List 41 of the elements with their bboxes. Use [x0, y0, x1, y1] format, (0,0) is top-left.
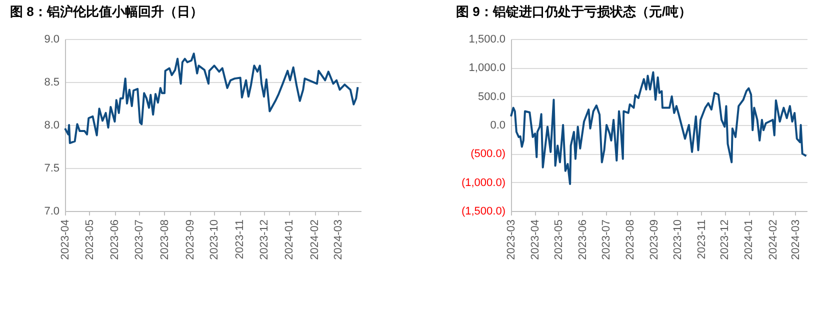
- x-tick-label: 2023-06: [576, 220, 589, 260]
- x-tick-label: 2023-12: [258, 220, 270, 260]
- y-tick-label: 500.0: [478, 90, 506, 103]
- x-tick-label: 2023-06: [109, 220, 122, 260]
- y-tick-label: 7.0: [44, 206, 60, 218]
- x-tick-label: 2024-02: [767, 220, 780, 260]
- y-tick-label: (500.0): [470, 148, 506, 160]
- x-tick-label: 2023-05: [84, 220, 96, 260]
- x-tick-label: 2023-08: [624, 220, 636, 260]
- y-tick-label: 0.0: [490, 120, 506, 132]
- line-series: [510, 71, 808, 186]
- x-tick-label: 2023-11: [696, 220, 708, 260]
- x-tick-label: 2024-03: [332, 220, 345, 260]
- y-tick-label: (1,000.0): [461, 176, 506, 189]
- x-tick-label: 2023-07: [134, 220, 146, 260]
- y-tick-label: 8.0: [44, 120, 60, 132]
- y-tick-label: 7.5: [44, 162, 60, 174]
- y-tick-label: 9.0: [44, 34, 60, 46]
- x-tick-label: 2023-07: [600, 220, 612, 260]
- x-tick-label: 2024-01: [743, 220, 756, 260]
- x-tick-label: 2023-08: [158, 220, 171, 260]
- x-tick-label: 2023-09: [184, 220, 196, 260]
- x-tick-label: 2023-12: [719, 220, 732, 260]
- chart-title: 图 8：铝沪伦比值小幅回升（日）: [10, 4, 203, 19]
- chart-title: 图 9：铝锭进口仍处于亏损状态（元/吨）: [456, 4, 692, 19]
- y-tick-label: 1,500.0: [468, 34, 506, 46]
- x-tick-label: 2024-03: [790, 220, 802, 260]
- y-tick-label: 1,000.0: [468, 62, 506, 74]
- x-tick-label: 2023-10: [672, 220, 684, 260]
- x-tick-label: 2023-05: [552, 220, 565, 260]
- x-tick-label: 2023-04: [530, 220, 542, 260]
- y-tick-label: 8.5: [44, 76, 60, 88]
- x-tick-label: 2023-09: [648, 220, 660, 260]
- x-tick-label: 2024-01: [284, 220, 296, 260]
- x-tick-label: 2023-11: [234, 220, 246, 260]
- x-tick-label: 2023-04: [60, 220, 72, 260]
- x-tick-label: 2023-10: [208, 220, 221, 260]
- x-tick-label: 2024-02: [309, 220, 322, 260]
- y-tick-label: (1,500.0): [461, 206, 506, 218]
- line-series: [64, 52, 359, 144]
- x-tick-label: 2023-03: [506, 220, 518, 260]
